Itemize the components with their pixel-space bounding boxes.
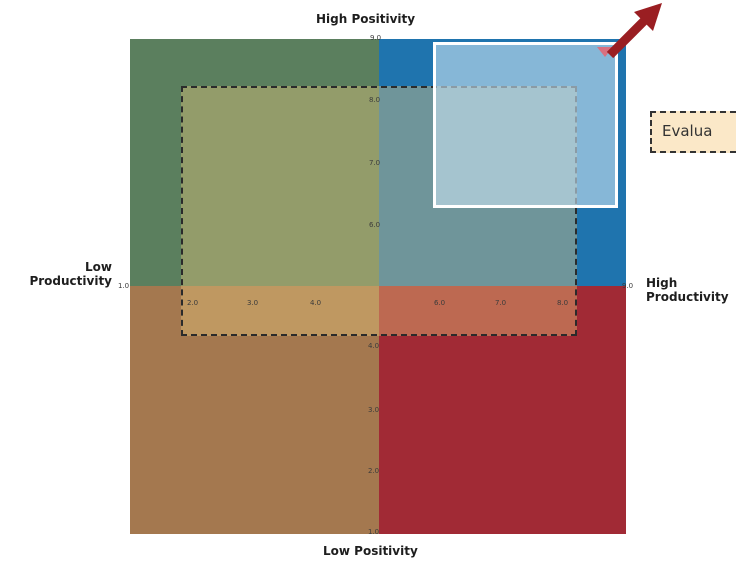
right-axis-label-line2: Productivity [646, 290, 729, 304]
evaluation-callout: Evalua [650, 111, 736, 153]
horizontal-tick: 8.0 [557, 299, 569, 307]
horizontal-tick: 9.0 [622, 282, 634, 290]
left-axis-label: Low Productivity [8, 260, 112, 288]
horizontal-tick: 2.0 [187, 299, 199, 307]
bottom-axis-label: Low Positivity [323, 544, 418, 558]
vertical-tick: 8.0 [369, 96, 381, 104]
horizontal-tick: 7.0 [495, 299, 507, 307]
right-axis-label: High Productivity [646, 276, 729, 304]
vertical-tick: 1.0 [368, 528, 380, 536]
left-axis-label-line1: Low [85, 260, 112, 274]
vertical-tick: 4.0 [368, 342, 380, 350]
triangle-marker-icon [597, 47, 613, 57]
quadrant-bottom-left [130, 286, 379, 534]
horizontal-tick: 6.0 [434, 299, 446, 307]
vertical-tick: 6.0 [369, 221, 381, 229]
horizontal-tick: 4.0 [310, 299, 322, 307]
callout-text: Evalua [662, 122, 713, 140]
quadrant-top-left [130, 39, 379, 286]
vertical-tick: 3.0 [368, 406, 380, 414]
left-axis-label-line2: Productivity [29, 274, 112, 288]
horizontal-tick: 1.0 [118, 282, 130, 290]
vertical-tick: 2.0 [368, 467, 380, 475]
quadrant-bottom-right [379, 286, 626, 534]
vertical-tick: 7.0 [369, 159, 381, 167]
arrow-up-right-icon [606, 3, 662, 59]
highlight-box [433, 42, 618, 208]
horizontal-tick: 3.0 [247, 299, 259, 307]
right-axis-label-line1: High [646, 276, 678, 290]
top-axis-label: High Positivity [316, 12, 416, 26]
vertical-tick: 9.0 [370, 34, 382, 42]
